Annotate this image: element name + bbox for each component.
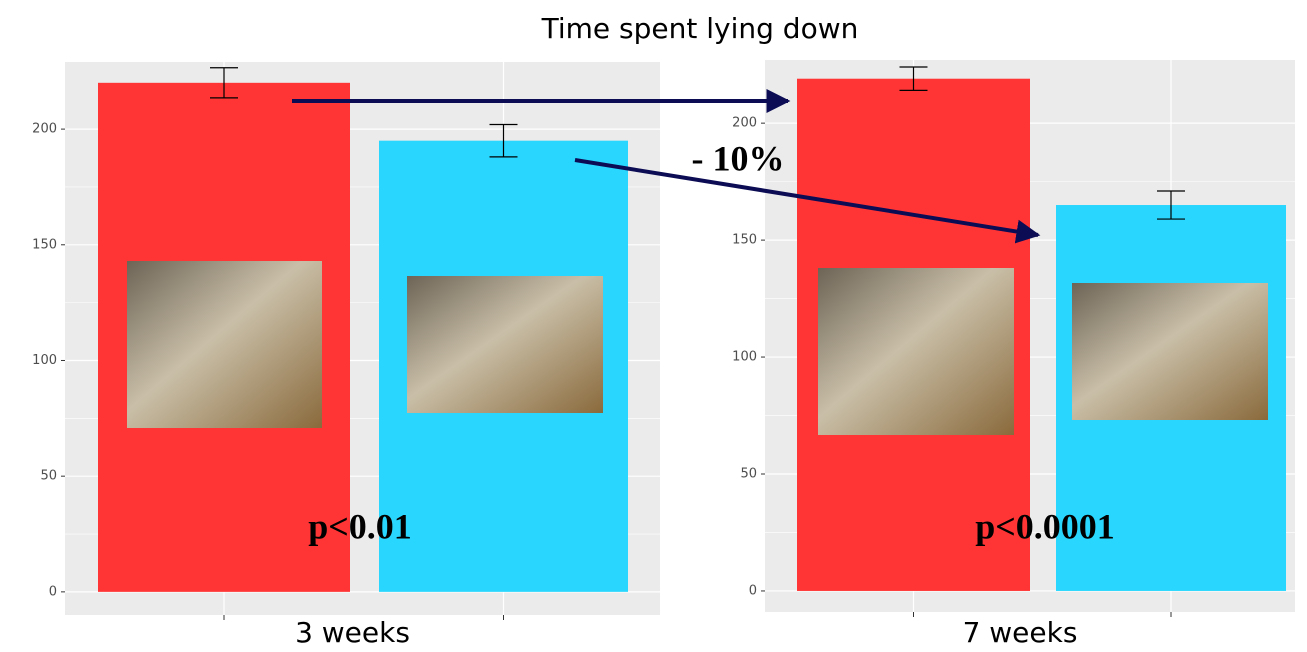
y-tick-label: 50 [740, 467, 757, 482]
p-value: p<0.01 [308, 506, 412, 546]
photo [818, 268, 1014, 435]
photo [1072, 283, 1268, 420]
y-tick-label: 100 [732, 350, 757, 365]
page: Time spent lying down 0 50 100 150 200 3 week… [0, 0, 1307, 652]
arrow-label: - 10% [692, 138, 785, 178]
y-tick-label: 0 [749, 583, 757, 598]
y-tick-label: 150 [32, 237, 57, 252]
x-axis-label: 7 weeks [963, 616, 1078, 649]
p-value: p<0.0001 [975, 506, 1115, 546]
y-tick-label: 0 [49, 584, 57, 599]
photo [127, 261, 322, 428]
x-axis-label: 3 weeks [295, 616, 410, 649]
y-tick-label: 100 [32, 353, 57, 368]
y-tick-label: 200 [732, 116, 757, 131]
photo [407, 276, 603, 413]
y-tick-label: 150 [732, 233, 757, 248]
y-tick-label: 200 [32, 122, 57, 137]
y-tick-label: 50 [40, 469, 57, 484]
title: Time spent lying down [541, 12, 859, 45]
